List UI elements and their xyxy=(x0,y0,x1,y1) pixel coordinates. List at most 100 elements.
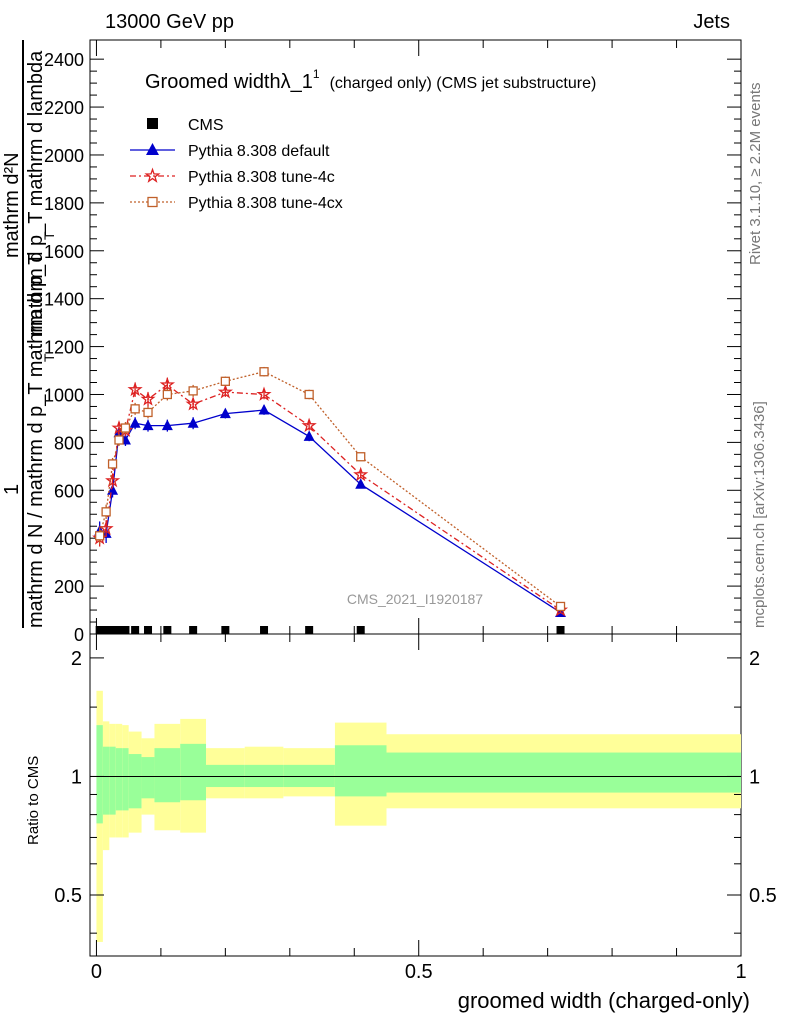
chart-title: Groomed widthλ_11 (charged only) (CMS jet… xyxy=(145,67,596,93)
ratio-band-green xyxy=(109,746,116,815)
y-tick-label: 400 xyxy=(54,529,84,549)
data-point xyxy=(114,435,124,445)
ratio-band-green xyxy=(115,748,123,811)
ratio-tick-label-right: 2 xyxy=(749,648,760,670)
y-tick-label: 1600 xyxy=(44,242,84,262)
mcplots-label: mcplots.cern.ch [arXiv:1306.3436] xyxy=(751,401,768,628)
cms-point xyxy=(221,626,230,634)
ylabel-t-sub-2: T xyxy=(41,353,57,362)
data-point xyxy=(142,419,154,431)
y-tick-label: 2400 xyxy=(44,50,84,70)
cms-point xyxy=(121,626,130,634)
ratio-tick-label-right: 0.5 xyxy=(749,885,777,907)
data-point xyxy=(95,531,105,541)
y-tick-label: 0 xyxy=(74,625,84,645)
ratio-band-green xyxy=(128,754,142,809)
cms-point xyxy=(131,626,140,634)
data-point xyxy=(127,381,143,397)
y-tick-label: 2000 xyxy=(44,146,84,166)
data-point xyxy=(162,389,172,400)
ratio-band-green xyxy=(102,746,110,815)
legend-default-label: Pythia 8.308 default xyxy=(188,143,330,160)
cms-point xyxy=(144,626,153,634)
data-point xyxy=(259,367,269,377)
ratio-band-green xyxy=(180,743,207,801)
y-tick-label: 1800 xyxy=(44,194,84,214)
y-tick-label: 2200 xyxy=(44,98,84,118)
data-point xyxy=(143,407,153,418)
data-point xyxy=(185,396,201,411)
legend-default-marker xyxy=(146,143,159,155)
ylabel-t-sub: T xyxy=(41,231,57,240)
ylabel-line-a: mathrm d²N xyxy=(1,152,23,258)
main-axes: 0 200 400 600 800 1000 1200 1400 1600 1800 2000 220… xyxy=(44,40,747,983)
series-0 xyxy=(95,626,565,634)
data-point xyxy=(303,430,315,441)
data-point xyxy=(356,452,366,462)
series-line xyxy=(99,409,561,613)
y-tick-label: 1000 xyxy=(44,385,84,405)
data-point xyxy=(304,389,314,400)
data-point xyxy=(555,601,566,612)
chart-title-main: Groomed widthλ_1 xyxy=(145,71,313,93)
data-point xyxy=(353,466,369,482)
series-1 xyxy=(94,404,567,617)
ylabel-frac-numerator: 1 xyxy=(1,484,23,495)
cms-point xyxy=(115,626,124,634)
legend-tune4cx-marker xyxy=(147,196,158,208)
ratio-tick-label: 0.5 xyxy=(54,885,82,907)
y-tick-label: 1200 xyxy=(44,338,84,358)
ratio-axes: 0.5 0.5 1 1 2 2 xyxy=(54,648,777,934)
ratio-band-green xyxy=(154,748,181,803)
chart-title-sup: 1 xyxy=(313,67,320,81)
ratio-tick-label: 2 xyxy=(71,648,82,670)
ratio-band-green xyxy=(141,757,155,799)
cms-point xyxy=(260,626,269,634)
ylabel-frac-denominator: mathrm d N / mathrm d p_T mathrm d p_T xyxy=(25,253,47,628)
data-point xyxy=(188,386,198,396)
ratio-tick-label: 1 xyxy=(71,766,82,788)
cms-point xyxy=(95,626,104,634)
ylabel-line-b: mathrm d p_T mathrm d lambda xyxy=(25,50,47,336)
main-ylabel: mathrm d²N mathrm d p_T mathrm d lambda … xyxy=(1,40,57,628)
data-point xyxy=(217,384,234,399)
y-tick-label: 200 xyxy=(54,577,84,597)
x-axis-label: groomed width (charged-only) xyxy=(458,988,750,1013)
ratio-band-green xyxy=(334,745,387,797)
ratio-band-green xyxy=(96,725,103,824)
series-layer xyxy=(92,366,569,634)
legend-tune4c-marker xyxy=(144,167,161,183)
header-right: Jets xyxy=(693,11,730,33)
cms-point xyxy=(556,626,565,634)
series-3 xyxy=(95,366,566,612)
series-line xyxy=(99,371,561,608)
data-point xyxy=(187,417,199,428)
data-point xyxy=(105,472,121,488)
cms-point xyxy=(102,626,111,634)
ratio-tick-label-right: 1 xyxy=(749,766,760,788)
data-point xyxy=(130,404,140,414)
cms-point xyxy=(163,626,172,634)
header-left: 13000 GeV pp xyxy=(105,11,234,33)
data-point xyxy=(219,407,231,419)
legend-tune4cx-label: Pythia 8.308 tune-4cx xyxy=(188,195,343,212)
data-point xyxy=(120,423,131,433)
ratio-band-green xyxy=(386,752,741,793)
data-point xyxy=(159,376,176,392)
y-tick-label: 1400 xyxy=(44,290,84,310)
watermark: CMS_2021_I1920187 xyxy=(347,591,483,607)
data-point xyxy=(355,478,367,489)
rivet-label: Rivet 3.1.10, ≥ 2.2M events xyxy=(747,83,764,266)
legend-cms-label: CMS xyxy=(188,117,224,134)
ratio-band-green xyxy=(122,748,129,811)
data-point xyxy=(301,417,317,433)
x-tick-label: 0 xyxy=(91,961,102,983)
data-point xyxy=(258,404,270,415)
cms-point xyxy=(108,626,117,634)
data-point xyxy=(129,417,141,428)
data-point xyxy=(256,386,272,401)
y-tick-label: 600 xyxy=(54,481,84,501)
data-point xyxy=(140,391,156,406)
cms-point xyxy=(189,626,198,634)
